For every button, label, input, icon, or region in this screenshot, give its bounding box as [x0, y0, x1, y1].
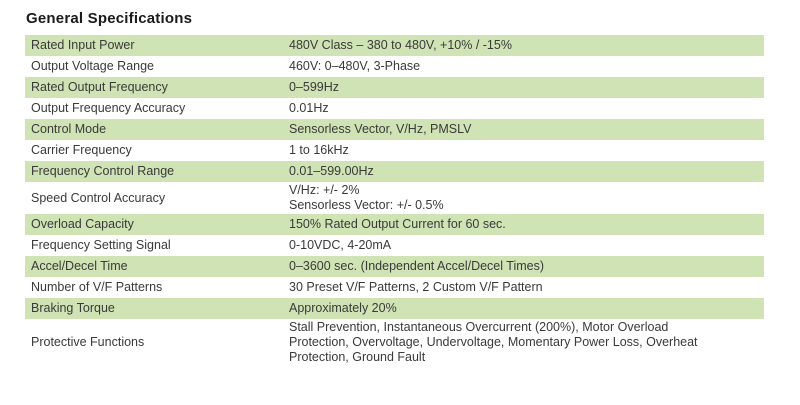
- spec-value-line: Stall Prevention, Instantaneous Overcurr…: [289, 319, 669, 334]
- spec-value-line: Sensorless Vector: +/- 0.5%: [289, 198, 444, 212]
- spec-row: Overload Capacity 150% Rated Output Curre…: [25, 214, 764, 235]
- spec-value-line: 0–3600 sec. (Independent Accel/Decel Tim…: [289, 259, 545, 273]
- spec-value: 150% Rated Output Current for 60 sec.: [283, 214, 764, 235]
- spec-label: Frequency Control Range: [25, 161, 283, 182]
- spec-value-line: 0-10VDC, 4-20mA: [289, 238, 392, 252]
- spec-label: Overload Capacity: [25, 214, 283, 235]
- spec-value: V/Hz: +/- 2% Sensorless Vector: +/- 0.5%: [283, 182, 764, 214]
- spec-value: 480V Class – 380 to 480V, +10% / -15%: [283, 35, 764, 56]
- spec-value: 0–599Hz: [283, 77, 764, 98]
- spec-value-line: 0–599Hz: [289, 80, 340, 94]
- spec-value-line: 0.01–599.00Hz: [289, 164, 374, 178]
- spec-row: Output Frequency Accuracy 0.01Hz: [25, 98, 764, 119]
- spec-label: Braking Torque: [25, 298, 283, 319]
- spec-value-line: 480V Class – 380 to 480V, +10% / -15%: [289, 38, 512, 52]
- specifications-table: Rated Input Power 480V Class – 380 to 480…: [25, 35, 764, 365]
- spec-label: Output Frequency Accuracy: [25, 98, 283, 119]
- spec-value-line: 30 Preset V/F Patterns, 2 Custom V/F Pat…: [289, 280, 543, 294]
- spec-row: Protective Functions Stall Prevention, In…: [25, 319, 764, 365]
- spec-row: Rated Input Power 480V Class – 380 to 480…: [25, 35, 764, 56]
- spec-value-line: Approximately 20%: [289, 301, 397, 315]
- spec-label: Carrier Frequency: [25, 140, 283, 161]
- spec-value-line: Protection, Overvoltage, Undervoltage, M…: [289, 334, 698, 349]
- spec-label: Output Voltage Range: [25, 56, 283, 77]
- spec-value: 0–3600 sec. (Independent Accel/Decel Tim…: [283, 256, 764, 277]
- spec-label: Control Mode: [25, 119, 283, 140]
- spec-value-line: Protection, Ground Fault: [289, 349, 426, 364]
- spec-value-line: V/Hz: +/- 2%: [289, 183, 360, 197]
- spec-row: Accel/Decel Time 0–3600 sec. (Independent…: [25, 256, 764, 277]
- spec-value: 0.01–599.00Hz: [283, 161, 764, 182]
- spec-value: Sensorless Vector, V/Hz, PMSLV: [283, 119, 764, 140]
- spec-label: Accel/Decel Time: [25, 256, 283, 277]
- spec-value: 460V: 0–480V, 3-Phase: [283, 56, 764, 77]
- spec-row: Control Mode Sensorless Vector, V/Hz, PMS…: [25, 119, 764, 140]
- spec-value: 1 to 16kHz: [283, 140, 764, 161]
- spec-label: Rated Input Power: [25, 35, 283, 56]
- spec-label: Number of V/F Patterns: [25, 277, 283, 298]
- spec-value-line: 0.01Hz: [289, 101, 329, 115]
- spec-label: Protective Functions: [25, 319, 283, 365]
- section-title: General Specifications: [26, 10, 193, 27]
- spec-row: Number of V/F Patterns 30 Preset V/F Patt…: [25, 277, 764, 298]
- spec-value-line: 150% Rated Output Current for 60 sec.: [289, 217, 506, 231]
- spec-value-line: Sensorless Vector, V/Hz, PMSLV: [289, 122, 472, 136]
- spec-row: Frequency Setting Signal 0-10VDC, 4-20mA: [25, 235, 764, 256]
- spec-row: Rated Output Frequency 0–599Hz: [25, 77, 764, 98]
- spec-value-line: 460V: 0–480V, 3-Phase: [289, 59, 421, 73]
- spec-value: 30 Preset V/F Patterns, 2 Custom V/F Pat…: [283, 277, 764, 298]
- spec-value: 0.01Hz: [283, 98, 764, 119]
- spec-value-line: 1 to 16kHz: [289, 143, 349, 157]
- spec-row: Braking Torque Approximately 20%: [25, 298, 764, 319]
- spec-row: Output Voltage Range 460V: 0–480V, 3-Phas…: [25, 56, 764, 77]
- spec-value: 0-10VDC, 4-20mA: [283, 235, 764, 256]
- spec-label: Speed Control Accuracy: [25, 182, 283, 214]
- spec-label: Rated Output Frequency: [25, 77, 283, 98]
- spec-row: Carrier Frequency 1 to 16kHz: [25, 140, 764, 161]
- spec-row: Frequency Control Range 0.01–599.00Hz: [25, 161, 764, 182]
- spec-value: Stall Prevention, Instantaneous Overcurr…: [283, 319, 764, 365]
- spec-row: Speed Control Accuracy V/Hz: +/- 2% Sensor…: [25, 182, 764, 214]
- spec-value: Approximately 20%: [283, 298, 764, 319]
- spec-label: Frequency Setting Signal: [25, 235, 283, 256]
